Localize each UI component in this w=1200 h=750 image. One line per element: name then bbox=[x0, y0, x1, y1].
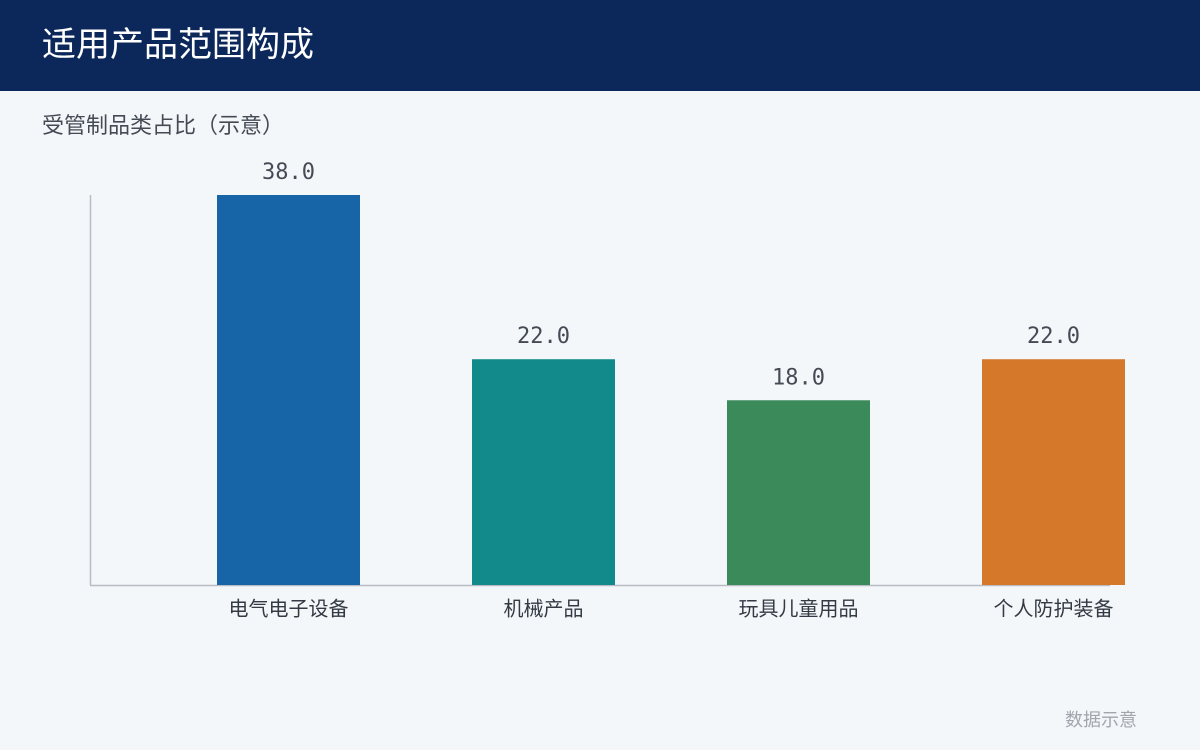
value-label: 18.0 bbox=[772, 365, 825, 390]
x-tick-label: 个人防护装备 bbox=[994, 597, 1114, 621]
value-label: 22.0 bbox=[517, 324, 570, 349]
value-label: 22.0 bbox=[1027, 324, 1080, 349]
bar bbox=[982, 359, 1125, 585]
chart: 受管制品类占比（示意） 数据示意 38.0 电气电子设备 22.0 机械产品 18.0 玩… bbox=[42, 114, 1137, 731]
value-label: 38.0 bbox=[262, 160, 315, 185]
header: 适用产品范围构成 bbox=[0, 0, 1200, 91]
x-tick-label: 机械产品 bbox=[504, 597, 584, 621]
bar bbox=[472, 359, 615, 585]
footer-note: 数据示意 bbox=[1065, 710, 1137, 731]
bar bbox=[727, 400, 870, 585]
bar bbox=[217, 195, 360, 585]
x-tick-label: 玩具儿童用品 bbox=[739, 597, 859, 621]
x-tick-label: 电气电子设备 bbox=[229, 597, 349, 621]
header-title: 适用产品范围构成 bbox=[42, 25, 314, 65]
chart-title: 受管制品类占比（示意） bbox=[42, 114, 284, 139]
